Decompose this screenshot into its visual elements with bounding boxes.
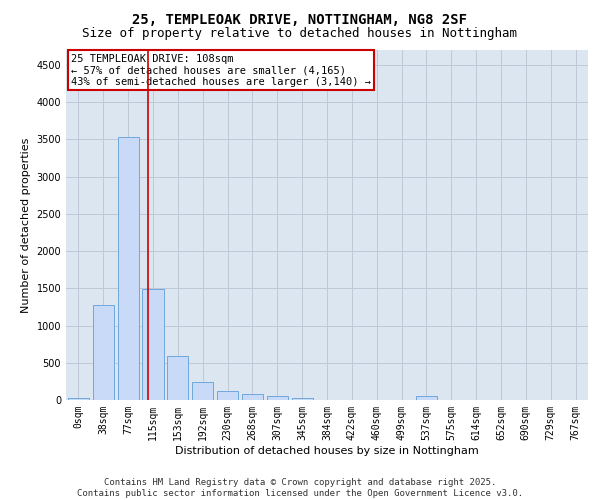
Bar [292, 398, 313, 400]
Bar [167, 356, 188, 400]
Bar [142, 289, 164, 400]
Bar [93, 304, 114, 400]
Text: Contains HM Land Registry data © Crown copyright and database right 2025.
Contai: Contains HM Land Registry data © Crown c… [77, 478, 523, 498]
Bar [192, 382, 213, 400]
Bar [68, 398, 89, 400]
Bar [217, 391, 238, 400]
Text: 25, TEMPLEOAK DRIVE, NOTTINGHAM, NG8 2SF: 25, TEMPLEOAK DRIVE, NOTTINGHAM, NG8 2SF [133, 12, 467, 26]
Bar [267, 396, 288, 400]
Bar [242, 394, 263, 400]
Text: 25 TEMPLEOAK DRIVE: 108sqm
← 57% of detached houses are smaller (4,165)
43% of s: 25 TEMPLEOAK DRIVE: 108sqm ← 57% of deta… [71, 54, 371, 86]
Bar [416, 396, 437, 400]
X-axis label: Distribution of detached houses by size in Nottingham: Distribution of detached houses by size … [175, 446, 479, 456]
Bar [118, 137, 139, 400]
Y-axis label: Number of detached properties: Number of detached properties [21, 138, 31, 312]
Text: Size of property relative to detached houses in Nottingham: Size of property relative to detached ho… [83, 28, 517, 40]
